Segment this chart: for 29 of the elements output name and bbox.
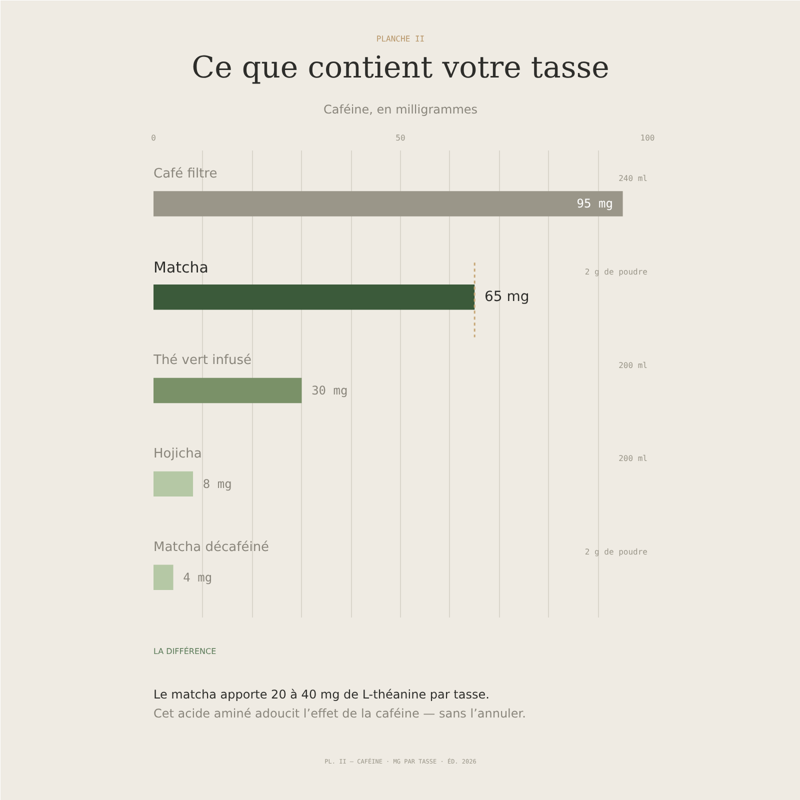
annotation: 240 ml bbox=[618, 174, 648, 184]
text: LA DIFFÉRENCE bbox=[154, 646, 216, 656]
y-tick-label: Matcha bbox=[154, 258, 208, 276]
x-tick-label: 50 bbox=[396, 134, 406, 142]
chart-title: Ce que contient votre tasse bbox=[192, 50, 610, 86]
data-label: 8 mg bbox=[202, 476, 232, 491]
y-tick-label: Hojicha bbox=[154, 446, 202, 462]
text: PLANCHE II bbox=[376, 34, 425, 44]
y-tick-label: Café filtre bbox=[154, 166, 218, 182]
text: Cet acide aminé adoucit l’effet de la caféine — sans l’annuler. bbox=[154, 706, 526, 720]
data-label: 65 mg bbox=[484, 289, 530, 306]
annotation: 200 ml bbox=[618, 360, 648, 370]
chart-subtitle: Caféine, en milligrammes bbox=[323, 102, 478, 116]
y-tick-label: Thé vert infusé bbox=[152, 353, 252, 368]
bar bbox=[154, 191, 623, 216]
text: Le matcha apporte 20 à 40 mg de L-théanine par tasse. bbox=[154, 688, 490, 702]
x-tick-label: 100 bbox=[640, 134, 655, 142]
data-label: 30 mg bbox=[312, 384, 348, 398]
data-label: 95 mg bbox=[576, 196, 613, 211]
bar bbox=[154, 471, 194, 497]
bar bbox=[154, 378, 302, 404]
annotation: 2 g de poudre bbox=[584, 548, 648, 557]
y-tick-label: Matcha décaféiné bbox=[154, 540, 270, 555]
bar bbox=[154, 284, 475, 310]
bar bbox=[154, 564, 174, 590]
x-tick-label: 0 bbox=[151, 134, 156, 142]
data-label: 4 mg bbox=[183, 570, 212, 584]
annotation: 200 ml bbox=[618, 454, 648, 464]
annotation: 2 g de poudre bbox=[584, 267, 648, 276]
